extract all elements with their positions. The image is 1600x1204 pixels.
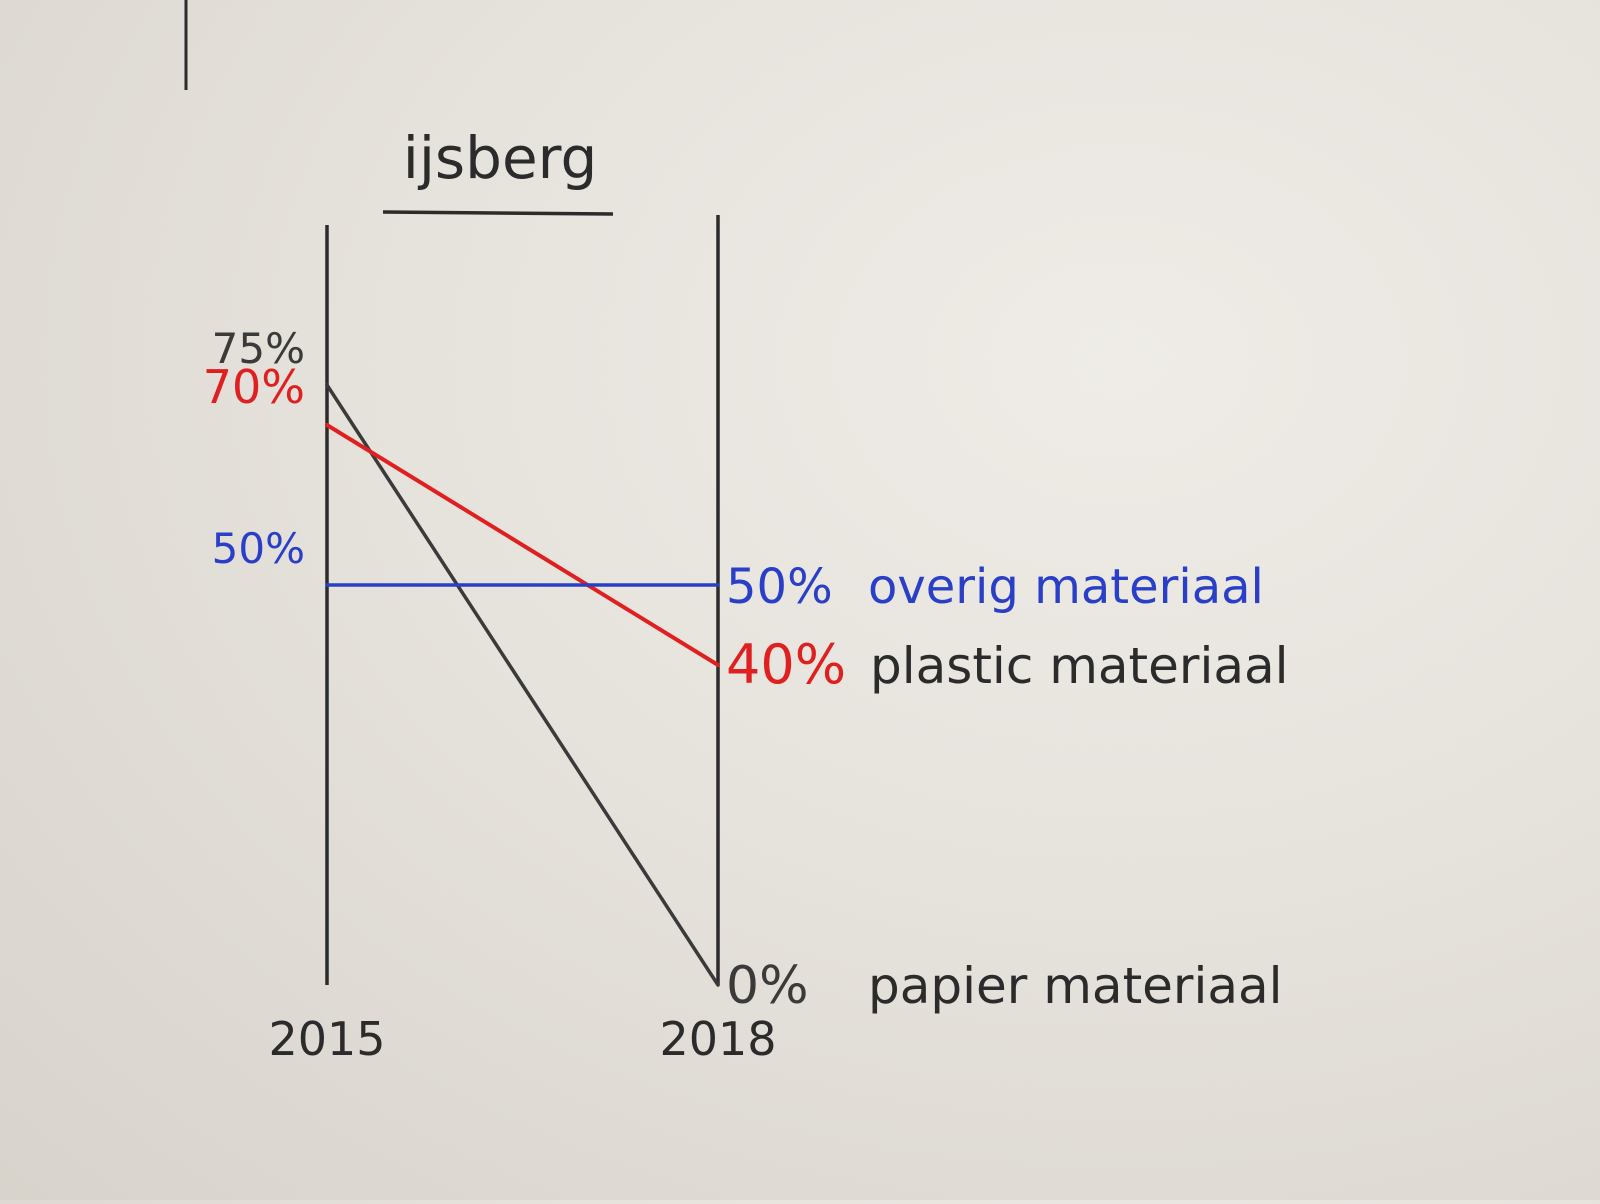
series-line-plastic — [325, 423, 720, 667]
title-underline — [382, 210, 614, 216]
end-label-overig: 50% — [726, 559, 833, 615]
x-tick-label-2015: 2015 — [268, 1012, 385, 1066]
series-name-overig: overig materiaal — [868, 559, 1264, 615]
x-tick-label-2018: 2018 — [659, 1012, 776, 1066]
series-name-plastic: plastic materiaal — [870, 637, 1289, 695]
start-label-papier: 75% — [212, 324, 305, 373]
start-label-overig: 50% — [212, 524, 305, 573]
start-label-plastic: 70% — [203, 360, 305, 414]
series-line-papier — [325, 383, 720, 987]
end-label-plastic: 40% — [726, 633, 846, 696]
series-name-papier: papier materiaal — [868, 957, 1283, 1015]
end-label-papier: 0% — [726, 956, 809, 1016]
chart-title: ijsberg — [403, 124, 598, 192]
